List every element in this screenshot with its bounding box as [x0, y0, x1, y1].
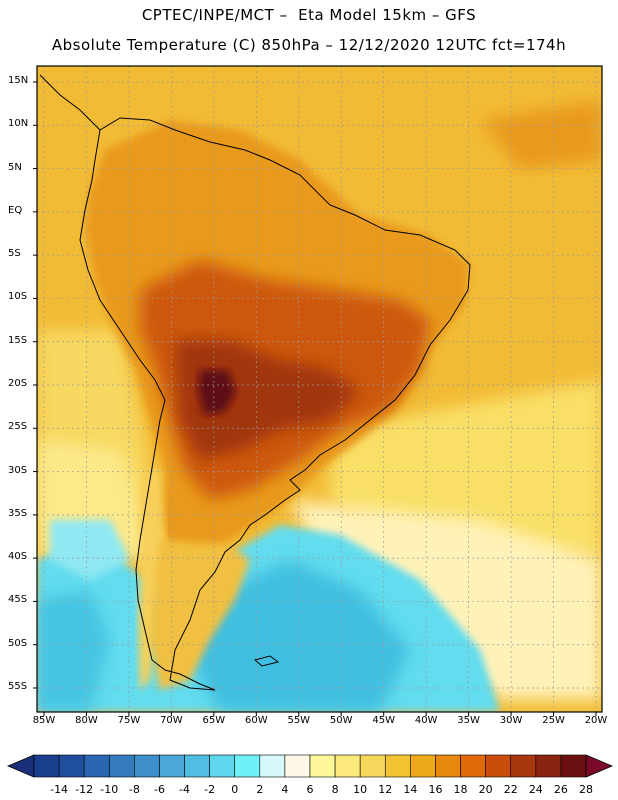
colorbar-label: 8 — [331, 783, 339, 796]
colorbar-label: -6 — [153, 783, 165, 796]
lat-label: 15N — [8, 75, 29, 86]
lat-label: 5N — [8, 161, 22, 173]
colorbar-label: -2 — [204, 783, 216, 796]
title-line-1: CPTEC/INPE/MCT – Eta Model 15km – GFS — [141, 6, 477, 24]
coastline-falklands — [253, 655, 280, 667]
lon-label: 50W — [329, 715, 353, 726]
colorbar-swatch — [33, 754, 60, 778]
lon-label: 80W — [75, 715, 98, 726]
colorbar-label: 28 — [579, 783, 593, 796]
lat-label: 45S — [8, 594, 28, 606]
colorbar-swatch — [535, 754, 562, 778]
lon-label: 20W — [584, 715, 608, 726]
lon-label: 75W — [117, 715, 141, 726]
colorbar-label: -8 — [128, 783, 140, 796]
colorbar-label: 0 — [231, 783, 239, 796]
lon-label: 35W — [457, 715, 480, 726]
colorbar-swatch — [134, 754, 160, 778]
lon-label: 40W — [414, 715, 438, 726]
field-pacific-blue — [37, 590, 110, 712]
field-atlantic-cream — [290, 500, 602, 700]
lon-label: 30W — [499, 715, 523, 726]
field-pacific-lightblue — [50, 520, 130, 580]
grid-lines — [37, 66, 602, 712]
colorbar-label: 6 — [306, 783, 314, 796]
lat-label: 20S — [8, 378, 28, 389]
colorbar-label: 2 — [256, 783, 264, 796]
colorbar-label: -12 — [75, 783, 94, 796]
lon-label: 65W — [202, 715, 226, 726]
title-line-2: Absolute Temperature (C) 850hPa – 12/12/… — [51, 36, 567, 54]
colorbar-swatch — [435, 754, 461, 778]
colorbar-swatch — [384, 754, 411, 778]
lat-label: 25S — [8, 421, 28, 433]
colorbar-swatch — [309, 754, 336, 778]
colorbar-swatch — [410, 754, 436, 778]
colorbar — [6, 754, 614, 778]
lat-label: 10S — [8, 291, 28, 303]
colorbar-label: 14 — [403, 783, 418, 796]
lat-label: 30S — [8, 464, 28, 476]
colorbar-swatch — [510, 754, 537, 778]
colorbar-label: 20 — [478, 783, 493, 796]
field-southern-blue — [190, 560, 410, 712]
colorbar-swatch — [560, 754, 587, 778]
coastline — [39, 74, 471, 691]
temperature-field — [37, 66, 602, 712]
map-frame — [36, 65, 603, 713]
colorbar-label: 4 — [281, 783, 289, 796]
colorbar-label: -10 — [100, 783, 119, 796]
field-caribbean — [480, 100, 602, 170]
lon-label: 60W — [244, 715, 268, 726]
colorbar-swatch — [234, 754, 261, 778]
colorbar-swatch — [184, 754, 210, 778]
lon-label: 55W — [287, 715, 311, 726]
colorbar-label: 16 — [428, 783, 443, 796]
colorbar-swatch — [58, 754, 85, 778]
colorbar-label: -14 — [50, 783, 69, 796]
colorbar-swatch — [460, 754, 486, 778]
lat-label: 50S — [8, 637, 28, 649]
lat-label: 15S — [8, 334, 28, 346]
lat-label: 40S — [8, 551, 28, 563]
lat-label: 5S — [8, 248, 21, 260]
colorbar-label: 26 — [553, 783, 568, 796]
colorbar-label: 18 — [453, 783, 468, 796]
colorbar-swatch — [284, 754, 311, 778]
colorbar-swatch — [359, 754, 386, 778]
lat-label: 55S — [8, 681, 28, 692]
colorbar-swatch — [83, 754, 110, 778]
lat-label: 35S — [8, 507, 28, 519]
coastline-south-america — [79, 117, 471, 691]
colorbar-label: 12 — [378, 783, 393, 796]
field-andes-strip — [138, 470, 165, 690]
colorbar-over-arrow — [585, 754, 614, 778]
colorbar-label: 22 — [503, 783, 518, 796]
lon-label: 25W — [542, 715, 565, 726]
lon-label: 45W — [372, 715, 395, 726]
colorbar-swatch — [159, 754, 185, 778]
colorbar-label: -4 — [179, 783, 191, 796]
lon-label: 85W — [32, 715, 56, 726]
field-land-hottest — [198, 370, 236, 415]
colorbar-label: 24 — [528, 783, 543, 796]
colorbar-swatch — [485, 754, 512, 778]
colorbar-swatch — [108, 754, 135, 778]
colorbar-swatch — [209, 754, 236, 778]
coastline-central-america — [39, 74, 101, 131]
lat-label: 10N — [8, 118, 29, 130]
colorbar-label: 10 — [353, 783, 368, 796]
lon-label: 70W — [160, 715, 183, 726]
axis-ticks — [33, 81, 597, 716]
lat-label: EQ — [8, 204, 23, 216]
colorbar-under-arrow — [6, 754, 35, 778]
colorbar-swatch — [259, 754, 286, 778]
colorbar-swatch — [334, 754, 361, 778]
